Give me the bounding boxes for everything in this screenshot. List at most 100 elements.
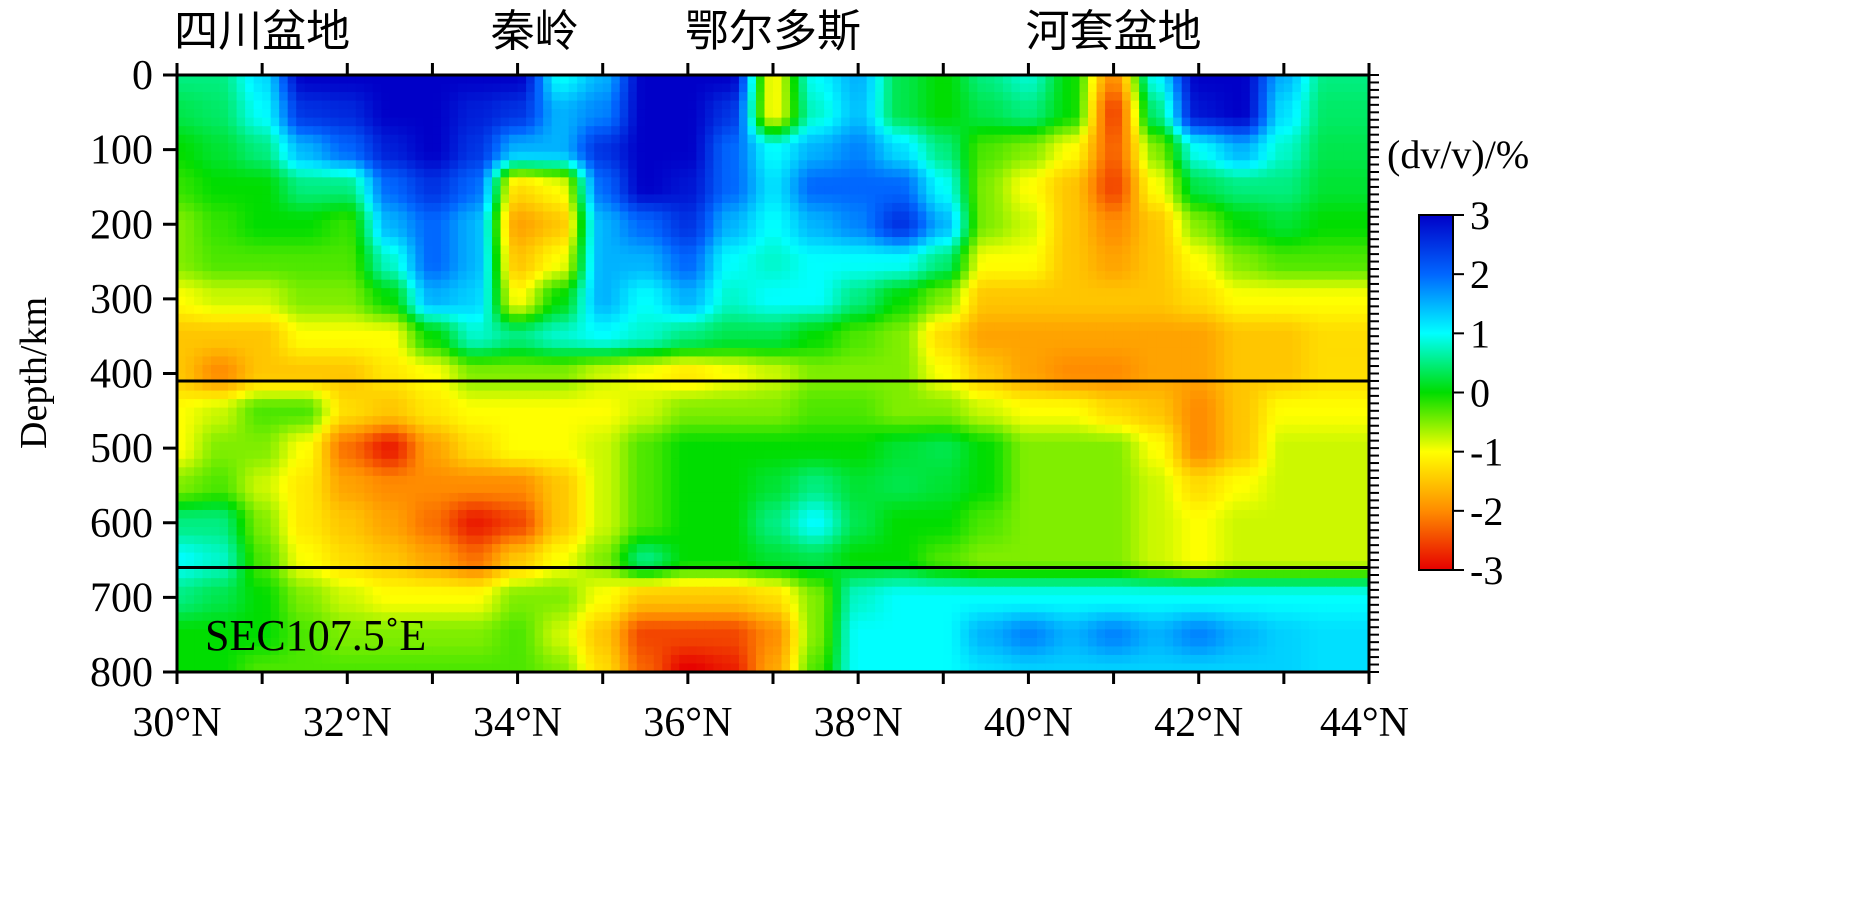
heatmap-cell (389, 143, 399, 153)
heatmap-cell (968, 228, 978, 238)
heatmap-cell (1309, 330, 1319, 340)
heatmap-cell (381, 364, 391, 375)
heatmap-cell (1062, 92, 1072, 102)
heatmap-cell (304, 194, 314, 204)
heatmap-cell (202, 194, 212, 204)
heatmap-cell (423, 356, 434, 366)
heatmap-cell (398, 194, 408, 204)
heatmap-cell (1326, 211, 1336, 221)
heatmap-cell (551, 347, 561, 358)
heatmap-cell (994, 330, 1004, 340)
heatmap-cell (296, 168, 306, 178)
heatmap-cell (526, 364, 536, 375)
heatmap-cell (398, 168, 408, 178)
heatmap-cell (1071, 279, 1081, 289)
heatmap-cell (1062, 83, 1072, 93)
heatmap-cell (917, 356, 927, 366)
heatmap-cell (994, 305, 1004, 315)
heatmap-cell (602, 279, 612, 289)
heatmap-cell (1062, 271, 1072, 281)
heatmap-cell (1360, 296, 1369, 306)
heatmap-cell (1105, 254, 1115, 264)
heatmap-cell (985, 143, 995, 153)
heatmap-cell (432, 228, 442, 238)
heatmap-cell (287, 92, 297, 102)
heatmap-cell (849, 211, 859, 221)
heatmap-cell (270, 100, 280, 110)
heatmap-cell (1105, 126, 1115, 136)
heatmap-cell (645, 296, 655, 306)
heatmap-cell (279, 100, 289, 110)
heatmap-cell (1207, 245, 1217, 255)
heatmap-cell (713, 262, 723, 272)
heatmap-cell (330, 364, 340, 375)
heatmap-cell (398, 237, 408, 247)
heatmap-cell (1334, 245, 1345, 255)
heatmap-cell (866, 313, 876, 323)
heatmap-cell (1198, 75, 1208, 85)
heatmap-cell (1317, 254, 1328, 264)
heatmap-cell (287, 279, 297, 289)
heatmap-cell (1207, 185, 1217, 195)
heatmap-cell (1002, 313, 1012, 323)
heatmap-cell (1232, 219, 1242, 230)
heatmap-cell (457, 151, 468, 161)
heatmap-cell (475, 92, 485, 102)
heatmap-cell (1309, 364, 1319, 375)
heatmap-cell (917, 322, 927, 332)
heatmap-cell (883, 254, 893, 264)
heatmap-cell (968, 83, 978, 93)
heatmap-cell (704, 245, 714, 255)
heatmap-cell (1334, 202, 1345, 213)
heatmap-cell (1147, 339, 1157, 349)
heatmap-cell (653, 151, 663, 161)
heatmap-cell (1130, 151, 1140, 161)
heatmap-cell (389, 279, 399, 289)
heatmap-cell (330, 100, 340, 110)
heatmap-cell (1326, 245, 1336, 255)
heatmap-cell (355, 100, 365, 110)
heatmap-cell (679, 237, 689, 247)
heatmap-cell (1002, 364, 1012, 375)
heatmap-cell (398, 202, 408, 213)
heatmap-cell (1002, 194, 1012, 204)
heatmap-cell (1283, 83, 1293, 93)
heatmap-cell (1053, 254, 1064, 264)
heatmap-cell (1088, 330, 1098, 340)
heatmap-cell (875, 75, 885, 85)
heatmap-cell (1173, 92, 1183, 102)
heatmap-cell (526, 219, 536, 230)
heatmap-cell (900, 151, 910, 161)
heatmap-cell (1232, 279, 1242, 289)
heatmap-cell (577, 262, 587, 272)
heatmap-cell (279, 356, 289, 366)
heatmap-cell (1173, 339, 1183, 349)
heatmap-cell (543, 364, 553, 375)
heatmap-cell (1062, 237, 1072, 247)
heatmap-cell (534, 211, 544, 221)
heatmap-cell (253, 305, 263, 315)
heatmap-cell (432, 254, 442, 264)
heatmap-cell (415, 356, 425, 366)
heatmap-cell (1181, 245, 1191, 255)
heatmap-cell (372, 194, 382, 204)
heatmap-cell (568, 143, 578, 153)
heatmap-cell (1011, 143, 1021, 153)
heatmap-cell (432, 177, 442, 187)
heatmap-cell (1232, 211, 1242, 221)
heatmap-cell (219, 364, 229, 375)
heatmap-cell (1343, 126, 1353, 136)
heatmap-cell (1283, 339, 1293, 349)
heatmap-cell (1147, 202, 1157, 213)
heatmap-cell (875, 151, 885, 161)
heatmap-cell (1266, 126, 1276, 136)
heatmap-cell (423, 364, 434, 375)
heatmap-cell (313, 202, 323, 213)
heatmap-cell (977, 219, 987, 230)
heatmap-cell (585, 228, 595, 238)
heatmap-cell (611, 228, 621, 238)
heatmap-cell (892, 347, 902, 358)
heatmap-cell (211, 271, 221, 281)
heatmap-cell (1028, 322, 1038, 332)
heatmap-cell (994, 279, 1004, 289)
